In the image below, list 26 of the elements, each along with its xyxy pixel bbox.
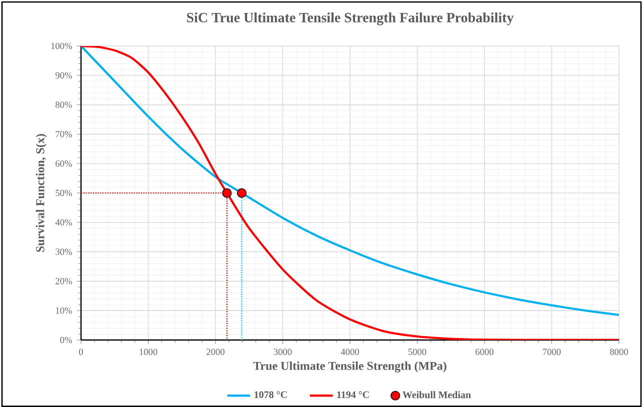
y-tick-label: 80% bbox=[56, 102, 72, 108]
x-axis-title: True Ultimate Tensile Strength (MPa) bbox=[253, 361, 446, 372]
y-tick-label: 10% bbox=[56, 307, 72, 314]
y-tick-label: 70% bbox=[56, 131, 72, 138]
y-axis-title: Survival Function, S(x) bbox=[36, 134, 47, 252]
x-tick-label: 6000 bbox=[476, 348, 494, 355]
x-tick-label: 3000 bbox=[274, 348, 292, 355]
y-tick-label: 30% bbox=[56, 248, 72, 255]
y-tick-label: 90% bbox=[55, 72, 72, 79]
x-tick-label: 5000 bbox=[408, 348, 426, 355]
legend-label: 1194 °C bbox=[337, 391, 369, 398]
y-tick-label: 0% bbox=[60, 336, 72, 344]
x-tick-label: 1000 bbox=[140, 348, 158, 355]
y-tick-label: 50% bbox=[56, 190, 72, 196]
x-tick-label: 8000 bbox=[610, 348, 628, 355]
y-tick-label: 40% bbox=[55, 219, 72, 226]
legend-label: Weibull Median bbox=[402, 391, 471, 398]
chart-title: SiC True Ultimate Tensile Strength Failure Probability bbox=[187, 12, 514, 26]
legend-label: 1078 °C bbox=[254, 391, 287, 398]
y-tick-label: 20% bbox=[56, 278, 72, 284]
y-tick-label: 60% bbox=[56, 160, 72, 167]
y-tick-label: 100% bbox=[51, 42, 72, 50]
x-tick-label: 0 bbox=[79, 348, 83, 355]
x-tick-label: 7000 bbox=[543, 348, 561, 355]
x-tick-label: 2000 bbox=[206, 348, 224, 355]
x-tick-label: 4000 bbox=[340, 348, 359, 355]
